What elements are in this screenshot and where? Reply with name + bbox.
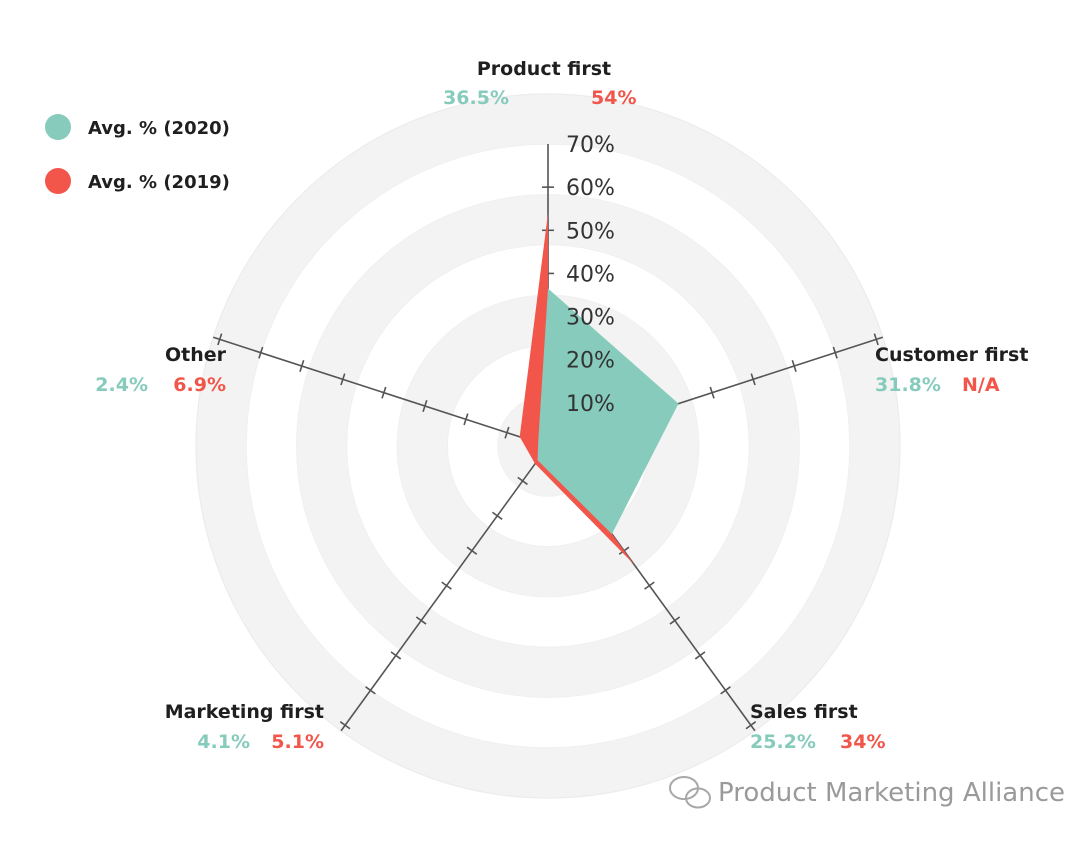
value-label-2020: 36.5% bbox=[443, 87, 509, 109]
axis-tick bbox=[258, 346, 264, 359]
legend-swatch-2019 bbox=[45, 168, 71, 194]
axis-tick bbox=[644, 581, 655, 590]
value-label-2019: 54% bbox=[591, 87, 636, 109]
axis-tick bbox=[694, 651, 706, 660]
watermark-text: Product Marketing Alliance bbox=[718, 778, 1065, 808]
wechat-icon bbox=[669, 776, 711, 809]
axis-tick bbox=[339, 721, 351, 730]
category-label: Product first bbox=[477, 58, 611, 80]
category-label: Customer first bbox=[875, 344, 1028, 366]
axis-line bbox=[212, 336, 549, 447]
category-label: Sales first bbox=[750, 701, 858, 723]
axis-tick bbox=[299, 360, 305, 372]
axis-tick bbox=[791, 360, 797, 372]
value-label-2020: 4.1% bbox=[197, 731, 250, 753]
axis-tick bbox=[517, 476, 528, 486]
axis-tick bbox=[365, 686, 376, 695]
axis-tick bbox=[466, 546, 478, 555]
value-label-2019: 5.1% bbox=[271, 731, 324, 753]
radial-tick-label: 20% bbox=[566, 349, 615, 374]
radial-tick-label: 40% bbox=[566, 262, 615, 287]
value-label-2020: 2.4% bbox=[95, 374, 148, 396]
axis-tick bbox=[340, 373, 346, 386]
radial-tick-label: 30% bbox=[566, 306, 615, 331]
value-label-2020: 25.2% bbox=[750, 731, 816, 753]
axis-tick bbox=[415, 616, 427, 625]
axis-tick bbox=[381, 386, 387, 399]
legend-swatch-2020 bbox=[45, 114, 71, 140]
axis-tick bbox=[745, 721, 757, 730]
axis-tick bbox=[504, 426, 510, 439]
axis-tick bbox=[491, 511, 503, 520]
axis-tick bbox=[669, 616, 681, 625]
axis-tick bbox=[441, 581, 452, 590]
value-label-2019: 34% bbox=[840, 731, 885, 753]
value-label-2019: 6.9% bbox=[173, 374, 226, 396]
series-2019-polygon bbox=[519, 213, 635, 565]
axis-tick bbox=[832, 346, 838, 359]
radial-tick-label: 70% bbox=[566, 133, 615, 158]
axis-tick bbox=[873, 333, 879, 346]
legend-label-2019: Avg. % (2019) bbox=[88, 172, 230, 193]
series-2020-polygon bbox=[537, 288, 679, 534]
axis-tick bbox=[422, 400, 428, 412]
axis-tick bbox=[709, 386, 715, 399]
axis-tick bbox=[463, 413, 469, 426]
radial-tick-label: 50% bbox=[566, 219, 615, 244]
axis-tick bbox=[750, 373, 756, 386]
legend: Avg. % (2020) Avg. % (2019) bbox=[45, 114, 230, 194]
legend-label-2020: Avg. % (2020) bbox=[88, 118, 230, 139]
axis-tick bbox=[720, 686, 731, 695]
axis-line bbox=[340, 445, 549, 732]
axis-tick bbox=[217, 333, 223, 346]
grid-ring-outer bbox=[195, 93, 901, 799]
radial-tick-label: 10% bbox=[566, 392, 615, 417]
category-label: Other bbox=[165, 344, 227, 366]
value-label-2019: N/A bbox=[962, 374, 1000, 396]
category-label: Marketing first bbox=[165, 701, 324, 723]
axis-tick bbox=[390, 651, 402, 660]
watermark: Product Marketing Alliance bbox=[669, 776, 1065, 809]
value-label-2020: 31.8% bbox=[875, 374, 941, 396]
category-labels: Product first 36.5% 54% Customer first 31.8%… bbox=[95, 58, 1028, 753]
radial-tick-label: 60% bbox=[566, 176, 615, 201]
radar-polygons bbox=[519, 213, 679, 565]
radial-tick-labels: 10% 20% 30% 40% 50% 60% 70% bbox=[566, 133, 615, 417]
